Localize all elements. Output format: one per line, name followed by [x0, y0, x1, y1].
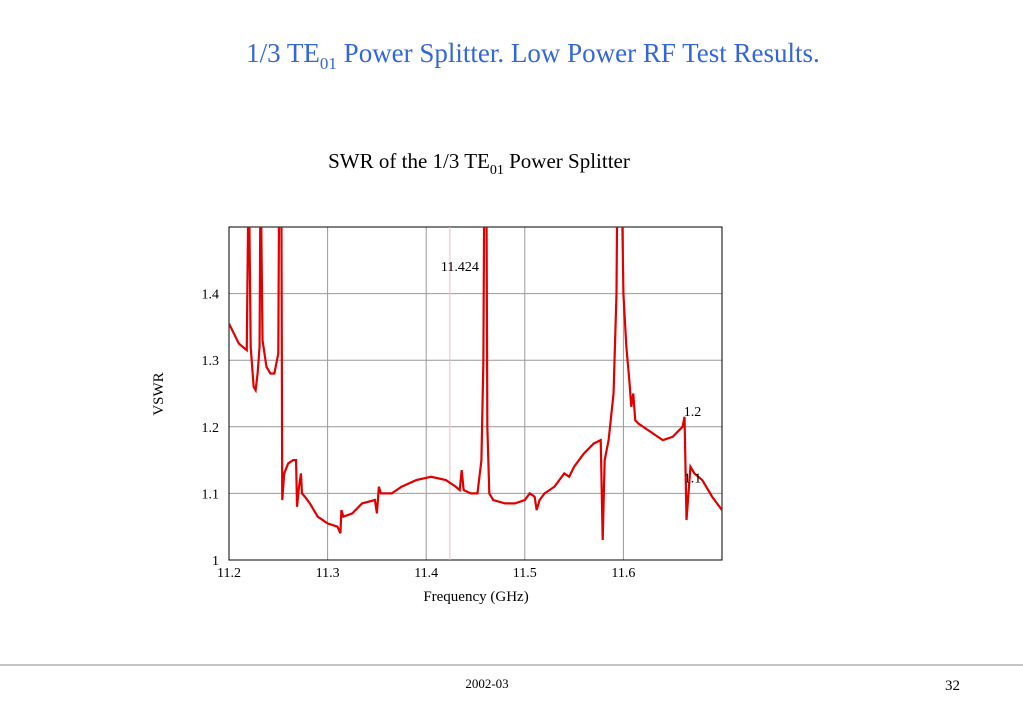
title-part: SWR of the 1/3 TE [328, 149, 490, 173]
y-tick-label: 1.3 [202, 354, 220, 369]
x-tick-label: 11.4 [414, 566, 438, 581]
y-tick-label: 1.4 [202, 288, 220, 303]
y-tick-label: 1.2 [202, 421, 220, 436]
title-part: 1/3 TE [246, 38, 320, 68]
title-part: Power Splitter. Low Power RF Test Result… [337, 38, 820, 68]
plot-frame [228, 226, 723, 561]
annotation: 1.1 [684, 471, 702, 486]
title-sub: 01 [490, 163, 504, 178]
chart-title: SWR of the 1/3 TE01 Power Splitter [328, 149, 630, 178]
page-number: 32 [945, 678, 960, 694]
y-axis-label: VSWR [151, 372, 167, 415]
x-tick-label: 11.3 [316, 566, 340, 581]
x-tick-label: 11.2 [217, 566, 241, 581]
slide-title: 1/3 TE01 Power Splitter. Low Power RF Te… [246, 38, 820, 73]
x-tick-label: 11.6 [611, 566, 635, 581]
y-tick-label: 1.1 [202, 487, 220, 502]
annotation: 1.2 [684, 405, 702, 420]
data-line [229, 227, 722, 541]
title-sub: 01 [320, 54, 337, 73]
footer-date: 2002-03 [465, 676, 508, 691]
title-part: Power Splitter [504, 149, 630, 173]
y-tick-label: 1 [212, 554, 219, 569]
x-axis-label: Frequency (GHz) [423, 589, 528, 605]
plot-area [229, 227, 722, 560]
x-tick-label: 11.5 [513, 566, 537, 581]
marker-label: 11.424 [441, 260, 479, 275]
